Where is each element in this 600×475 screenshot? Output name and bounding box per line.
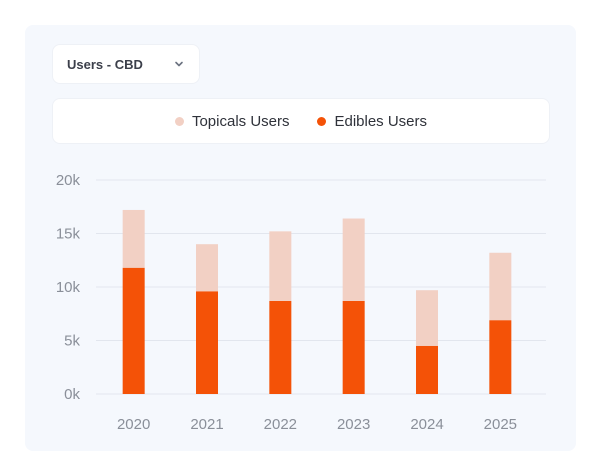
x-tick-label: 2021 <box>190 416 223 433</box>
bar-edibles <box>196 291 218 394</box>
legend-swatch-edibles <box>317 116 327 126</box>
bar-topicals <box>342 218 365 301</box>
bar-edibles <box>416 345 438 394</box>
x-tick-label: 2023 <box>337 416 370 433</box>
bar-edibles <box>269 300 292 394</box>
bar-topicals <box>122 209 145 268</box>
y-tick-label: 0k <box>64 386 80 403</box>
legend-label-topicals: Topicals Users <box>191 112 290 130</box>
bar-topicals <box>416 290 438 346</box>
bar-edibles <box>122 267 145 394</box>
bar-edibles <box>489 320 512 394</box>
chart-card: Users - CBD Topicals Users Edibles Users <box>25 25 576 451</box>
bar-topicals <box>196 244 218 292</box>
metric-dropdown-label: Users - CBD <box>67 56 143 72</box>
x-tick-label: 2025 <box>484 416 517 433</box>
x-tick-label: 2020 <box>117 416 150 433</box>
bar-edibles <box>342 300 365 394</box>
x-tick-label: 2022 <box>264 416 297 433</box>
legend-item-topicals[interactable]: Topicals Users <box>174 112 290 130</box>
x-tick-label: 2024 <box>410 416 443 433</box>
chevron-down-icon <box>175 61 183 67</box>
bar-topicals <box>269 231 292 301</box>
y-tick-label: 20k <box>56 172 81 189</box>
bar-topicals <box>489 252 512 321</box>
y-tick-label: 10k <box>56 279 81 296</box>
metric-dropdown[interactable]: Users - CBD <box>52 44 200 84</box>
legend-swatch-topicals <box>174 116 184 126</box>
legend-item-edibles[interactable]: Edibles Users <box>317 113 427 130</box>
legend-label-edibles: Edibles Users <box>334 112 428 130</box>
y-tick-label: 15k <box>56 226 81 243</box>
y-tick-label: 5k <box>64 333 80 350</box>
chart-legend: Topicals Users Edibles Users <box>52 98 550 144</box>
